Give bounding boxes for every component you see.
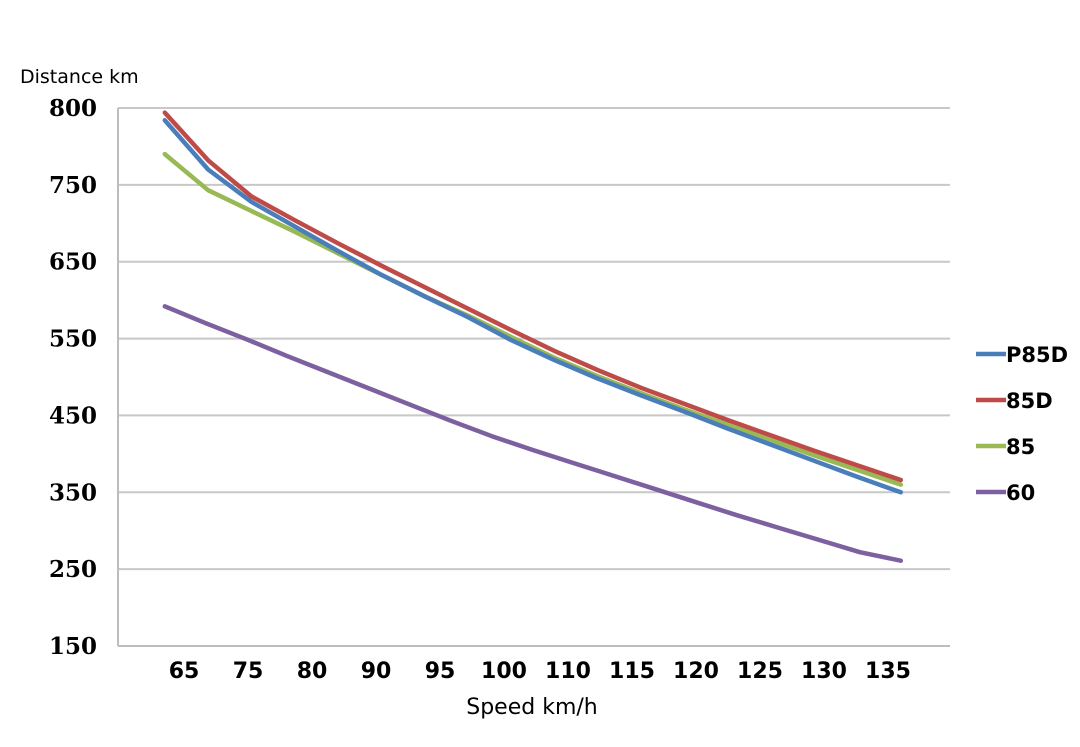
- y-tick-label: 450: [49, 402, 97, 429]
- x-axis-title: Speed km/h: [466, 695, 597, 720]
- legend-label: 85D: [1006, 389, 1053, 413]
- y-tick-label: 550: [49, 326, 97, 353]
- x-tick-label: 75: [233, 659, 264, 684]
- series-line-p85d: [162, 118, 904, 495]
- x-tick-label: 115: [609, 659, 655, 684]
- y-tick-label: 800: [49, 95, 97, 122]
- x-axis-ticks: 65 75 80 90 95 100 110 115 120 125 130 135: [169, 659, 911, 684]
- x-tick-label: 80: [297, 659, 328, 684]
- x-tick-label: 65: [169, 659, 200, 684]
- y-tick-label: 250: [49, 556, 97, 583]
- x-tick-label: 95: [425, 659, 456, 684]
- y-tick-label: 150: [49, 633, 97, 660]
- x-tick-label: 100: [481, 659, 527, 684]
- series-line-85d: [162, 110, 904, 483]
- x-tick-label: 125: [737, 659, 783, 684]
- legend-label: 60: [1006, 481, 1035, 505]
- series-lines: [162, 110, 904, 563]
- x-tick-label: 110: [545, 659, 591, 684]
- gridlines: [117, 107, 950, 647]
- y-tick-label: 650: [49, 249, 97, 276]
- legend-label: P85D: [1006, 343, 1068, 367]
- y-tick-label: 350: [49, 479, 97, 506]
- x-tick-label: 120: [673, 659, 719, 684]
- x-tick-label: 130: [801, 659, 847, 684]
- series-line-85: [162, 151, 904, 487]
- y-axis-title: Distance km: [20, 66, 139, 88]
- series-line-60: [162, 304, 904, 563]
- x-tick-label: 90: [361, 659, 392, 684]
- y-tick-label: 750: [49, 172, 97, 199]
- x-tick-label: 135: [865, 659, 911, 684]
- legend: P85D 85D 85 60: [976, 343, 1068, 505]
- legend-label: 85: [1006, 435, 1035, 459]
- y-axis-ticks: 150 250 350 450 550 650 750 800: [49, 95, 97, 660]
